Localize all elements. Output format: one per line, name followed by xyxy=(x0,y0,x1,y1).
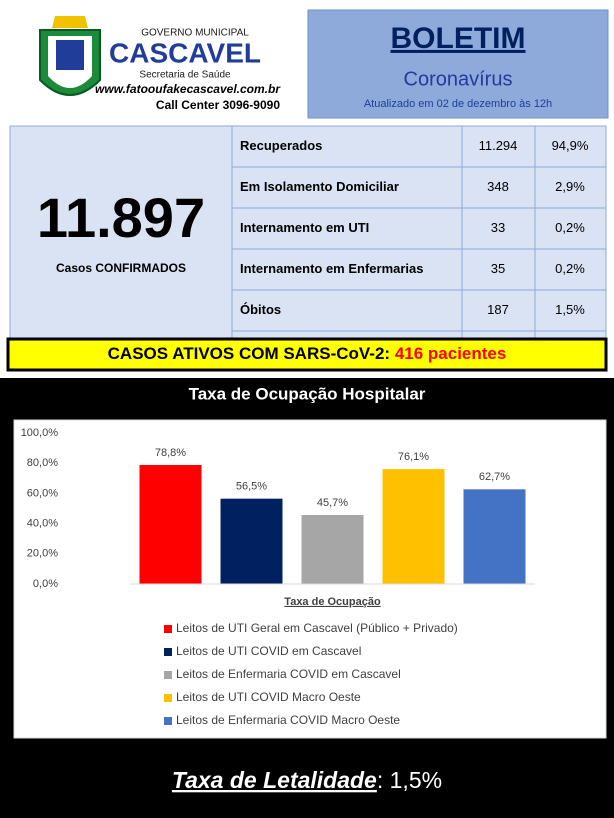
confirmed-number: 11.897 xyxy=(37,186,205,249)
bar xyxy=(463,489,526,584)
legend-swatch xyxy=(164,717,172,725)
value-label: 45,7% xyxy=(317,497,348,509)
row-label: Internamento em Enfermarias xyxy=(240,261,424,276)
x-axis-label: Taxa de Ocupação xyxy=(284,596,381,608)
city: CASCAVEL xyxy=(109,37,261,68)
bulletin-subtitle: Coronavírus xyxy=(404,68,513,90)
chart: 0,0% 20,0% 40,0% 60,0% 80,0% 100,0% 78,8% 56,5%… xyxy=(21,427,535,727)
dept: Secretaria de Saúde xyxy=(139,70,231,81)
y-tick-label: 60,0% xyxy=(27,487,58,499)
confirmed-label: Casos CONFIRMADOS xyxy=(56,261,186,275)
footer-value: : 1,5% xyxy=(377,767,442,793)
table-bg xyxy=(9,125,607,339)
banner xyxy=(6,337,608,372)
value-label: 78,8% xyxy=(155,447,186,459)
y-tick-label: 40,0% xyxy=(27,518,58,530)
legend-swatch xyxy=(164,625,172,633)
row-count: 35 xyxy=(491,261,505,276)
legend-label: Leitos de UTI COVID Macro Oeste xyxy=(176,690,361,704)
bulletin-title: BOLETIM xyxy=(391,22,526,55)
row-count: 33 xyxy=(491,220,505,235)
bar xyxy=(220,498,283,584)
y-tick-label: 80,0% xyxy=(27,457,58,469)
row-percent: 1,5% xyxy=(555,302,585,317)
site: www.fatooufakecascavel.com.br xyxy=(95,82,281,96)
section-title: Taxa de Ocupação Hospitalar xyxy=(189,384,426,403)
row-count: 11.294 xyxy=(479,138,518,153)
row-label: Recuperados xyxy=(240,138,322,153)
row-label: Internamento em UTI xyxy=(240,220,369,235)
value-label: 56,5% xyxy=(236,481,267,493)
banner-highlight: 416 pacientes xyxy=(395,344,507,363)
table-rows: Recuperados 11.294 94,9% Em Isolamento Domi… xyxy=(232,126,606,338)
y-tick-label: 20,0% xyxy=(27,548,58,560)
legend-label: Leitos de Enfermaria COVID em Cascavel xyxy=(176,667,401,681)
phone: Call Center 3096-9090 xyxy=(156,98,280,112)
bar xyxy=(139,465,202,584)
legend-label: Leitos de UTI COVID em Cascavel xyxy=(176,644,361,658)
row-count: 348 xyxy=(487,179,509,194)
row-label: Óbitos xyxy=(240,302,281,317)
value-label: 76,1% xyxy=(398,451,429,463)
legend-label: Leitos de UTI Geral em Cascavel (Público… xyxy=(176,621,458,635)
bulletin-box xyxy=(307,9,609,119)
section-bar xyxy=(0,378,614,410)
bar xyxy=(382,469,445,584)
row-percent: 2,9% xyxy=(555,179,585,194)
banner-text: CASOS ATIVOS COM SARS-CoV-2: 416 pacient… xyxy=(108,344,507,363)
footer-bar xyxy=(0,745,614,818)
org: GOVERNO MUNICIPAL xyxy=(141,28,249,39)
row-percent: 94,9% xyxy=(552,138,589,153)
value-label: 62,7% xyxy=(479,471,510,483)
row-count: 187 xyxy=(487,302,509,317)
y-tick-label: 0,0% xyxy=(33,578,58,590)
footer: Taxa de Letalidade: 1,5% xyxy=(172,767,442,793)
footer-label: Taxa de Letalidade xyxy=(172,767,377,793)
legend-label: Leitos de Enfermaria COVID Macro Oeste xyxy=(176,713,400,727)
legend-swatch xyxy=(164,694,172,702)
row-percent: 0,2% xyxy=(555,220,585,235)
row-percent: 0,2% xyxy=(555,261,585,276)
bulletin-updated: Atualizado em 02 de dezembro às 12h xyxy=(364,98,552,110)
logo xyxy=(39,16,101,96)
banner-label: CASOS ATIVOS COM SARS-CoV-2: xyxy=(108,344,390,363)
bar xyxy=(301,514,364,584)
row-label: Em Isolamento Domiciliar xyxy=(240,179,399,194)
y-tick-label: 100,0% xyxy=(21,427,59,439)
legend-swatch xyxy=(164,671,172,679)
legend-swatch xyxy=(164,648,172,656)
